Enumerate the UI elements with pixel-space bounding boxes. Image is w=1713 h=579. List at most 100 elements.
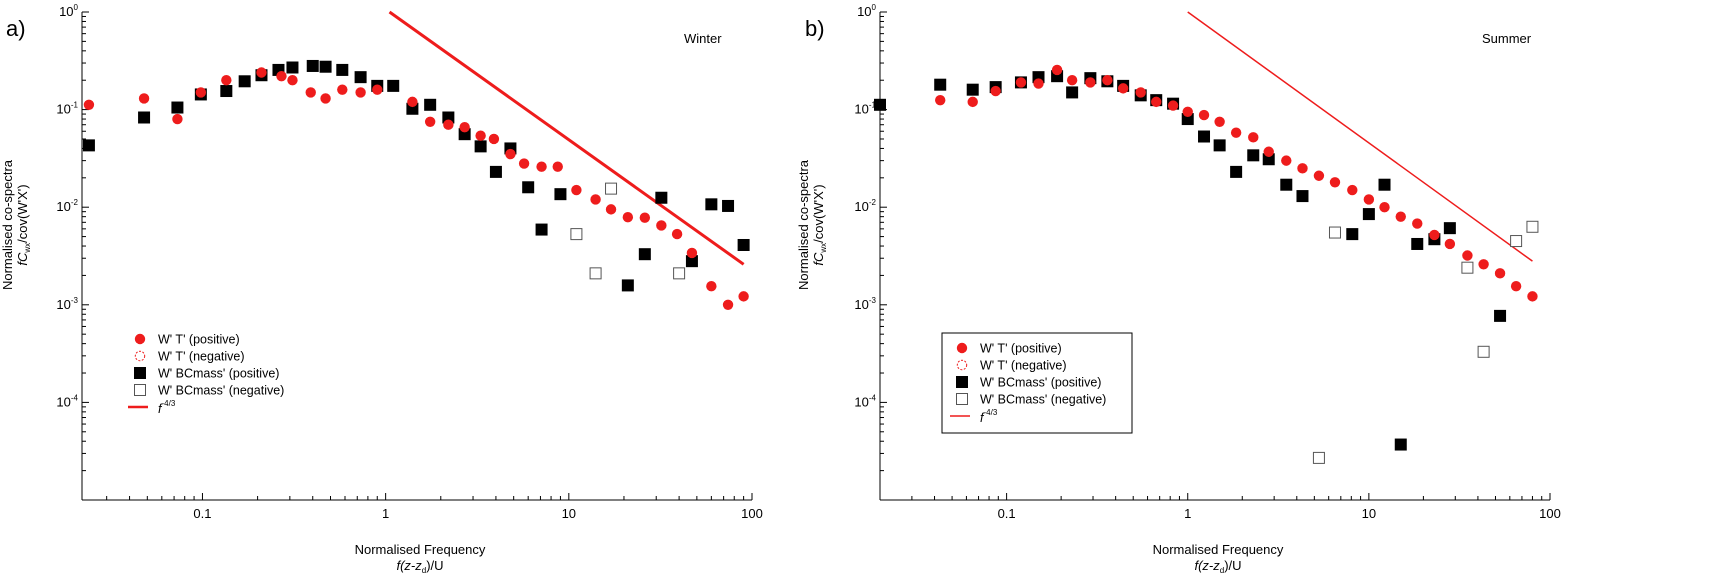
t-pos-point: [138, 93, 150, 104]
t-pos-point: [1198, 109, 1210, 121]
x-tick-label: 1: [1184, 506, 1191, 521]
legend-entry-label: W' T' (negative): [158, 350, 245, 364]
t-pos-point: [459, 122, 470, 133]
t-pos-point: [536, 161, 547, 172]
bc-neg-point: [570, 228, 583, 241]
t-pos-point: [1167, 100, 1179, 111]
panel-b-season-label: Summer: [1482, 31, 1532, 46]
bc-pos-point: [1198, 130, 1211, 143]
xlabel2-post: )/U: [426, 558, 443, 573]
t-pos-point: [1510, 281, 1522, 292]
panel-a-label: a): [6, 16, 26, 41]
t-pos-point: [639, 212, 651, 223]
t-pos-point: [83, 99, 95, 110]
bc-neg-point: [589, 267, 602, 280]
t-pos-point: [1151, 96, 1162, 108]
ylabel2-sub: wx: [23, 243, 32, 254]
t-pos-point: [738, 291, 749, 302]
bc-pos-point: [82, 139, 95, 152]
t-pos-point: [1135, 87, 1146, 98]
panel-b-reference-line: [1187, 11, 1533, 262]
t-pos-point: [1395, 211, 1406, 222]
y-tick-label: 10-1: [854, 101, 876, 117]
ylabel2-post: /cov(W'X'): [15, 184, 30, 242]
y-tick-label: 10-4: [56, 393, 78, 409]
t-pos-point: [605, 204, 617, 215]
legend-entry-label: W' BCmass' (positive): [980, 376, 1101, 390]
t-pos-point: [656, 220, 667, 231]
legend-box: [941, 332, 1133, 434]
t-pos-point: [590, 194, 601, 205]
y-tick-label: 100: [59, 3, 78, 19]
t-pos-point: [1478, 259, 1489, 270]
panel-b-marks: [874, 64, 1539, 464]
t-pos-point: [1494, 268, 1506, 279]
t-pos-point: [305, 87, 316, 98]
legend-line-label: f-4/3: [980, 408, 998, 425]
bc-pos-point: [1346, 228, 1359, 241]
legend-entry-label: W' T' (positive): [158, 333, 240, 347]
bc-pos-point: [1394, 438, 1407, 451]
ylabel2-sub: wx: [819, 243, 828, 254]
t-pos-point: [552, 161, 563, 172]
panel-b: b) Summer 0.1 1 10 100 10-4 10-3 10-2 10-1 100 N…: [796, 3, 1561, 575]
bc-pos-point: [535, 223, 548, 236]
legend-marker-bc-pos: [956, 376, 968, 388]
panel-a-x-axis-label-2: f(z-zd)/U: [396, 558, 443, 575]
bc-neg-point: [1461, 261, 1474, 274]
bc-pos-point: [1443, 222, 1456, 235]
panel-a: a) Winter 0.1 1 10 100 10-4 10-3 10-2 10-1 100 N…: [0, 3, 763, 575]
legend-entry-label: W' T' (positive): [980, 342, 1062, 356]
bc-pos-point: [685, 255, 698, 268]
bc-pos-point: [387, 79, 400, 92]
t-pos-point: [1444, 238, 1456, 250]
legend-marker-t-pos: [134, 333, 146, 345]
panel-b-label: b): [805, 16, 825, 41]
panel-a-axes: [81, 12, 752, 501]
panel-a-reference-line: [388, 10, 745, 266]
y-tick-label: 10-4: [854, 393, 876, 409]
t-pos-point: [1182, 106, 1193, 117]
panel-a-marks: [82, 59, 750, 310]
t-pos-point: [407, 96, 418, 108]
t-pos-point: [1313, 170, 1325, 181]
x-tick-label: 10: [1362, 506, 1376, 521]
bc-pos-point: [638, 248, 651, 261]
legend-entry-label: W' BCmass' (negative): [980, 393, 1106, 407]
bc-pos-point: [220, 85, 233, 98]
bc-pos-point: [336, 63, 349, 76]
bc-pos-point: [1378, 178, 1391, 191]
legend-entry-label: W' BCmass' (negative): [158, 384, 284, 398]
bc-pos-point: [874, 98, 886, 111]
panel-b-axes: [879, 12, 1550, 501]
bc-neg-point: [673, 267, 686, 280]
bc-pos-point: [354, 71, 367, 84]
bc-neg-point: [1510, 235, 1523, 248]
bc-pos-point: [171, 101, 184, 114]
t-pos-point: [1066, 75, 1078, 86]
t-pos-point: [287, 75, 298, 86]
y-tick-label: 10-2: [854, 198, 876, 214]
reference-slope-line: [1187, 11, 1533, 262]
ylabel2-pre: fC: [15, 252, 30, 266]
t-pos-point: [935, 94, 946, 106]
x-tick-label: 1: [382, 506, 389, 521]
t-pos-point: [320, 93, 331, 104]
bc-pos-point: [655, 191, 668, 204]
y-tick-label: 10-3: [854, 296, 876, 312]
panel-b-legend: W' T' (positive) W' T' (negative) W' BCmas…: [941, 332, 1133, 434]
legend-entry-label: W' BCmass' (positive): [158, 367, 279, 381]
t-pos-point: [337, 84, 348, 95]
t-pos-point: [355, 87, 366, 98]
ylabel2-pre: fC: [811, 252, 826, 266]
bc-pos-point: [1213, 139, 1226, 152]
bc-pos-point: [1296, 190, 1309, 203]
panel-a-legend: W' T' (positive) W' T' (negative) W' BCmas…: [128, 333, 284, 416]
t-pos-point: [706, 281, 717, 292]
t-pos-point: [424, 116, 436, 127]
t-pos-point: [1363, 194, 1375, 205]
t-pos-point: [722, 299, 734, 310]
x-tick-label: 0.1: [193, 506, 211, 521]
panel-a-y-axis-label-2: fCwx/cov(W'X'): [15, 184, 32, 265]
bc-pos-point: [554, 188, 567, 201]
